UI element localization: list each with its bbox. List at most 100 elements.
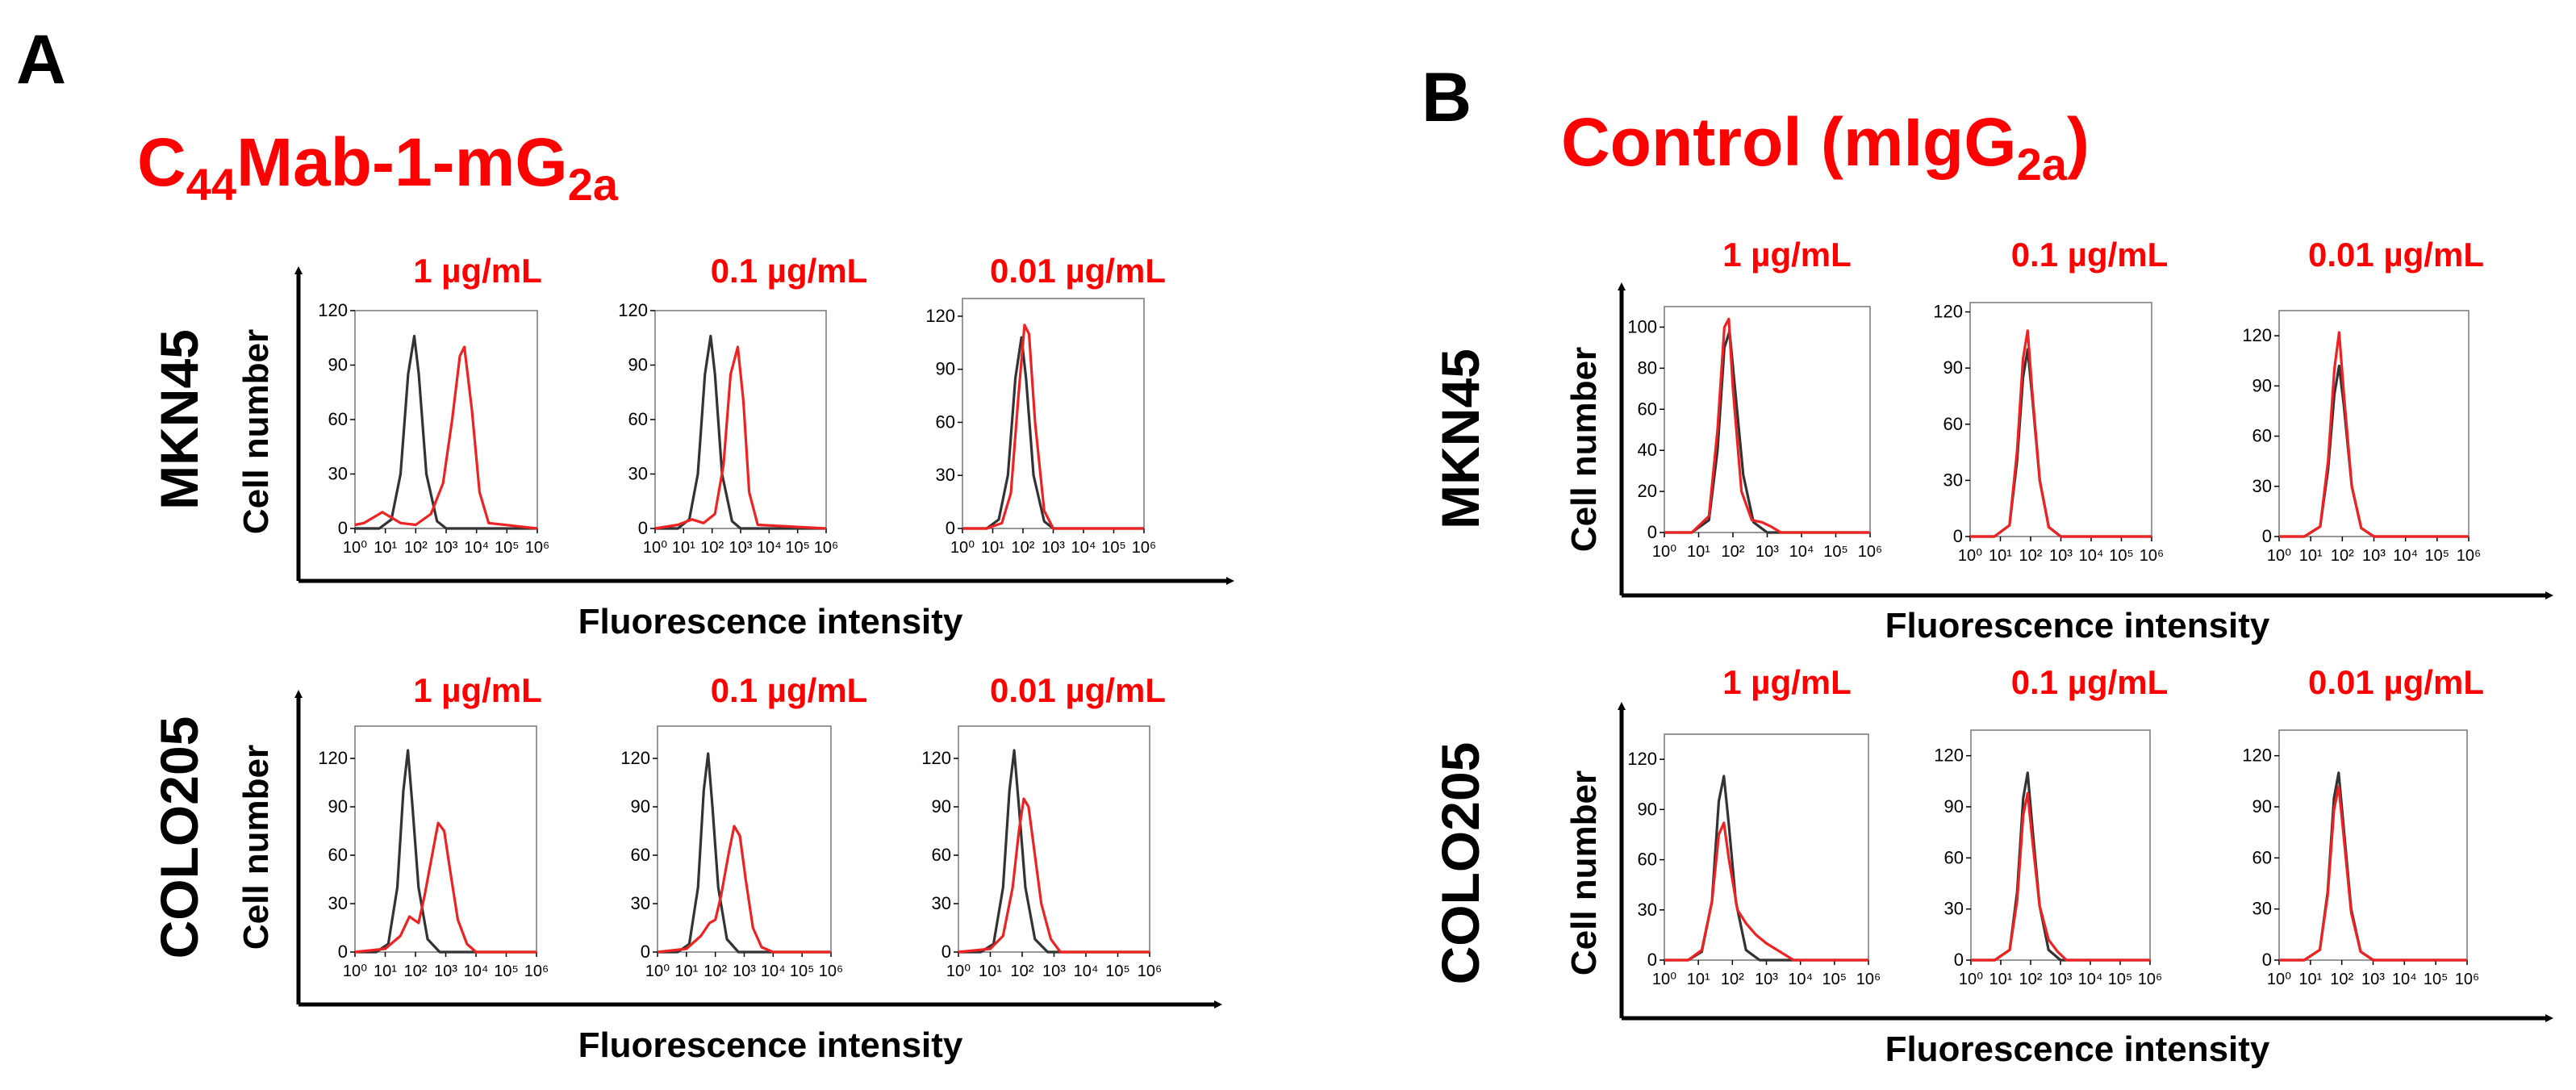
y-tick-label: 60 <box>1638 399 1657 419</box>
x-tick-label: 10⁴ <box>2078 971 2103 988</box>
x-tick-label: 10⁵ <box>1822 971 1847 988</box>
histogram-pb-mkn45-0: 1 µg/mL 0 20 40 60 80 100 10⁰ 10¹ 10² 10³ 10⁴ 10⁵ 10⁶ <box>1627 236 1882 561</box>
y-tick-label: 0 <box>1954 950 1964 970</box>
x-tick-label: 10³ <box>2049 971 2073 988</box>
x-axis-label-a-colo205: Fluorescence intensity <box>578 1025 963 1065</box>
treated-histogram-line <box>962 324 1144 530</box>
y-tick-label: 60 <box>2252 426 2272 446</box>
x-tick-label: 10⁵ <box>785 539 810 557</box>
concentration-label: 0.1 µg/mL <box>711 252 868 290</box>
histogram-pb-colo205-0: 1 µg/mL 0 30 60 90 120 10⁰ 10¹ 10² 10³ 10⁴ 10⁵ 10⁶ <box>1627 663 1881 988</box>
y-axis-label-a-mkn45: Cell number <box>236 329 276 534</box>
x-tick-label: 10¹ <box>672 539 695 557</box>
x-tick-label: 10³ <box>2049 547 2073 565</box>
y-tick-label: 0 <box>2262 950 2272 970</box>
panel-letter-b: B <box>1422 59 1472 136</box>
y-tick-label: 120 <box>2242 745 2272 766</box>
y-tick-label: 90 <box>2252 796 2272 816</box>
y-tick-label: 60 <box>936 411 955 432</box>
x-tick-label: 10⁰ <box>2267 971 2291 988</box>
row-label-a-colo205: COLO205 <box>149 716 209 959</box>
x-tick-label: 10¹ <box>374 539 397 557</box>
x-tick-label: 10² <box>1011 963 1034 980</box>
x-tick-label: 10² <box>1722 543 1745 561</box>
x-tick-label: 10³ <box>1756 543 1779 561</box>
x-tick-label: 10³ <box>1042 963 1066 980</box>
control-histogram-line <box>1971 771 2150 962</box>
treated-histogram-line <box>1664 317 1870 534</box>
plot-frame <box>354 310 538 529</box>
axes-frame-a-mkn45 <box>294 266 1234 585</box>
x-tick-label: 10² <box>2019 547 2043 565</box>
x-tick-label: 10⁴ <box>2392 971 2417 988</box>
histogram-pb-colo205-1: 0.1 µg/mL 0 30 60 90 120 10⁰ 10¹ 10² 10³ 10⁴ 10⁵ 10⁶ <box>1934 663 2168 988</box>
concentration-label: 0.1 µg/mL <box>2011 236 2169 274</box>
x-tick-label: 10³ <box>434 963 457 980</box>
treated-histogram-line <box>1971 791 2150 962</box>
y-tick-label: 100 <box>1627 316 1657 336</box>
concentration-label: 0.01 µg/mL <box>2308 663 2484 701</box>
y-tick-label: 30 <box>1943 470 1963 490</box>
x-tick-label: 10² <box>2019 971 2043 988</box>
histogram-pb-mkn45-1: 0.1 µg/mL 0 30 60 90 120 10⁰ 10¹ 10² 10³ 10⁴ 10⁵ 10⁶ <box>1933 236 2168 565</box>
x-tick-label: 10³ <box>2361 971 2385 988</box>
x-tick-label: 10⁴ <box>1071 539 1096 557</box>
histogram-pa-colo205-1: 0.1 µg/mL 0 30 60 90 120 10⁰ 10¹ 10² 10³ 10⁴ 10⁵ 10⁶ <box>620 671 867 980</box>
x-tick-label: 10⁴ <box>761 963 786 980</box>
x-tick-label: 10⁶ <box>524 963 549 980</box>
x-axis-label-b-mkn45: Fluorescence intensity <box>1885 606 2270 645</box>
y-tick-label: 90 <box>628 355 648 375</box>
x-tick-label: 10² <box>404 963 428 980</box>
y-tick-label: 60 <box>1944 847 1964 867</box>
y-tick-label: 90 <box>936 359 955 379</box>
plot-frame <box>962 298 1145 529</box>
y-tick-label: 0 <box>1647 950 1657 970</box>
x-tick-label: 10¹ <box>1989 547 2012 565</box>
x-tick-label: 10¹ <box>2299 547 2323 565</box>
x-tick-label: 10² <box>1721 971 1744 988</box>
x-tick-label: 10⁴ <box>1789 543 1814 561</box>
y-tick-label: 90 <box>1638 799 1657 819</box>
x-tick-label: 10⁰ <box>343 963 367 980</box>
x-tick-label: 10³ <box>1042 539 1065 557</box>
plot-frame <box>1664 733 1869 961</box>
x-axis-label-a-mkn45: Fluorescence intensity <box>578 602 963 641</box>
x-tick-label: 10⁶ <box>2457 547 2481 565</box>
y-tick-label: 120 <box>2242 325 2272 345</box>
x-tick-label: 10⁵ <box>2108 971 2133 988</box>
x-tick-label: 10⁴ <box>2079 547 2104 565</box>
treated-histogram-line <box>354 821 536 954</box>
x-tick-label: 10⁶ <box>525 539 549 557</box>
y-tick-label: 120 <box>1627 749 1657 769</box>
y-tick-label: 120 <box>925 306 955 326</box>
y-tick-label: 0 <box>1647 522 1657 542</box>
x-tick-label: 10⁵ <box>1823 543 1848 561</box>
x-tick-label: 10⁵ <box>790 963 815 980</box>
panel-title-b: Control (mIgG2a) <box>1561 104 2090 190</box>
y-tick-label: 30 <box>328 464 348 484</box>
y-tick-label: 120 <box>318 300 348 320</box>
concentration-label: 1 µg/mL <box>1722 236 1852 274</box>
plot-frame <box>958 725 1150 953</box>
treated-histogram-line <box>1664 821 1868 962</box>
x-tick-label: 10² <box>2331 547 2354 565</box>
x-tick-label: 10¹ <box>1687 971 1710 988</box>
histogram-pb-colo205-2: 0.01 µg/mL 0 30 60 90 120 10⁰ 10¹ 10² 10³ 10⁴ 10⁵ 10… <box>2242 663 2484 988</box>
concentration-label: 0.01 µg/mL <box>990 671 1166 709</box>
plot-frame <box>2278 729 2468 961</box>
plot-frame <box>1969 302 2152 537</box>
y-tick-label: 30 <box>2252 476 2272 496</box>
y-tick-label: 0 <box>1953 526 1963 546</box>
y-tick-label: 120 <box>318 748 348 768</box>
treated-histogram-line <box>1970 329 2152 538</box>
row-label-b-colo205: COLO205 <box>1430 742 1490 985</box>
control-histogram-line <box>658 752 831 954</box>
control-histogram-line <box>355 749 536 954</box>
x-tick-label: 10¹ <box>1687 543 1710 561</box>
control-histogram-line <box>1664 329 1870 534</box>
panel-letter-a: A <box>16 21 66 98</box>
x-tick-label: 10⁴ <box>1074 963 1099 980</box>
histogram-pa-mkn45-1: 0.1 µg/mL 0 30 60 90 120 10⁰ 10¹ 10² 10³ 10⁴ 10⁵ 10⁶ <box>618 252 867 557</box>
treated-histogram-line <box>958 797 1150 954</box>
x-tick-label: 10³ <box>435 539 458 557</box>
